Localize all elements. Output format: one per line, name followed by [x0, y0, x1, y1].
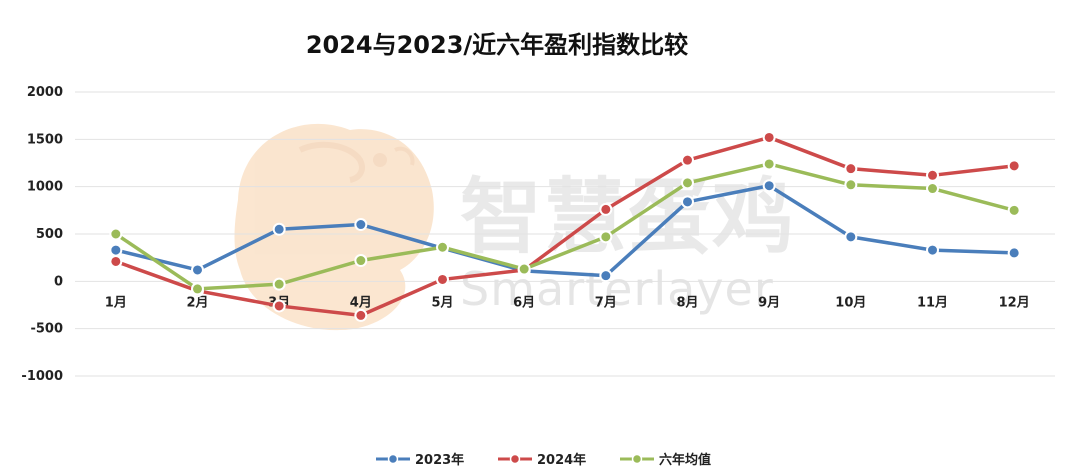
- data-point: [354, 254, 368, 268]
- legend-marker: [631, 453, 643, 465]
- data-point: [517, 262, 531, 276]
- data-point: [272, 222, 286, 236]
- y-tick-label: 2000: [27, 85, 63, 100]
- x-tick-label: 8月: [676, 295, 698, 310]
- y-tick-label: 500: [36, 227, 63, 242]
- data-point: [681, 195, 694, 209]
- data-point: [762, 157, 776, 171]
- x-tick-label: 7月: [595, 295, 617, 310]
- grid: [75, 91, 1055, 377]
- data-point: [1007, 246, 1021, 260]
- series-line: [114, 162, 1016, 291]
- legend-label: 2023年: [415, 452, 464, 468]
- legend: 2023年 2024年 六年均值: [376, 452, 711, 468]
- data-point: [272, 277, 286, 291]
- data-point: [926, 182, 939, 196]
- data-point: [109, 254, 123, 268]
- series-1: [109, 179, 1021, 283]
- data-point: [354, 218, 368, 232]
- x-tick-label: 5月: [431, 295, 453, 310]
- legend-marker: [387, 453, 399, 465]
- watermark-en: Smarterlayer: [460, 262, 774, 316]
- x-tick-label: 1月: [105, 295, 127, 310]
- data-point: [599, 202, 613, 216]
- series-2: [109, 130, 1021, 322]
- data-point: [109, 243, 123, 257]
- data-point: [681, 153, 694, 167]
- legend-item: 2023年: [376, 452, 464, 468]
- data-point: [844, 230, 858, 244]
- data-point: [354, 308, 368, 322]
- series-group: [109, 130, 1021, 322]
- data-point: [272, 299, 286, 313]
- legend-item: 六年均值: [620, 452, 711, 468]
- data-point: [436, 272, 449, 286]
- y-tick-label: -500: [30, 322, 63, 337]
- y-tick-label: 1500: [27, 132, 63, 147]
- y-tick-label: -1000: [21, 369, 63, 384]
- data-point: [191, 282, 204, 296]
- x-tick-label: 4月: [350, 295, 372, 310]
- x-tick-label: 10月: [835, 295, 866, 310]
- data-point: [762, 179, 776, 193]
- data-point: [1007, 159, 1021, 173]
- data-point: [681, 176, 694, 190]
- x-tick-label: 11月: [917, 295, 948, 310]
- data-point: [436, 240, 449, 254]
- legend-item: 2024年: [498, 452, 586, 468]
- data-point: [762, 130, 776, 144]
- x-tick-label: 9月: [758, 295, 780, 310]
- x-tick-label: 6月: [513, 295, 535, 310]
- data-point: [599, 230, 613, 244]
- data-point: [599, 269, 613, 283]
- y-tick-label: 1000: [27, 180, 63, 195]
- x-tick-label: 2月: [186, 295, 208, 310]
- legend-label: 2024年: [537, 452, 586, 468]
- x-tick-label: 12月: [999, 295, 1030, 310]
- y-axis-ticks: 2000 1500 1000 500 0 -500 -1000: [21, 85, 63, 384]
- series-3: [109, 157, 1021, 296]
- legend-label: 六年均值: [659, 452, 711, 468]
- series-line: [114, 183, 1016, 278]
- series-line: [114, 135, 1016, 318]
- chart-title: 2024与2023/近六年盈利指数比较: [306, 31, 688, 59]
- data-point: [926, 168, 939, 182]
- watermark-cn: 智慧蛋鸡: [460, 170, 796, 265]
- data-point: [191, 263, 204, 277]
- data-point: [109, 227, 123, 241]
- data-point: [1007, 203, 1021, 217]
- data-point: [926, 243, 939, 257]
- data-point: [844, 162, 858, 176]
- y-tick-label: 0: [54, 274, 63, 289]
- legend-marker: [509, 453, 521, 465]
- data-point: [844, 178, 858, 192]
